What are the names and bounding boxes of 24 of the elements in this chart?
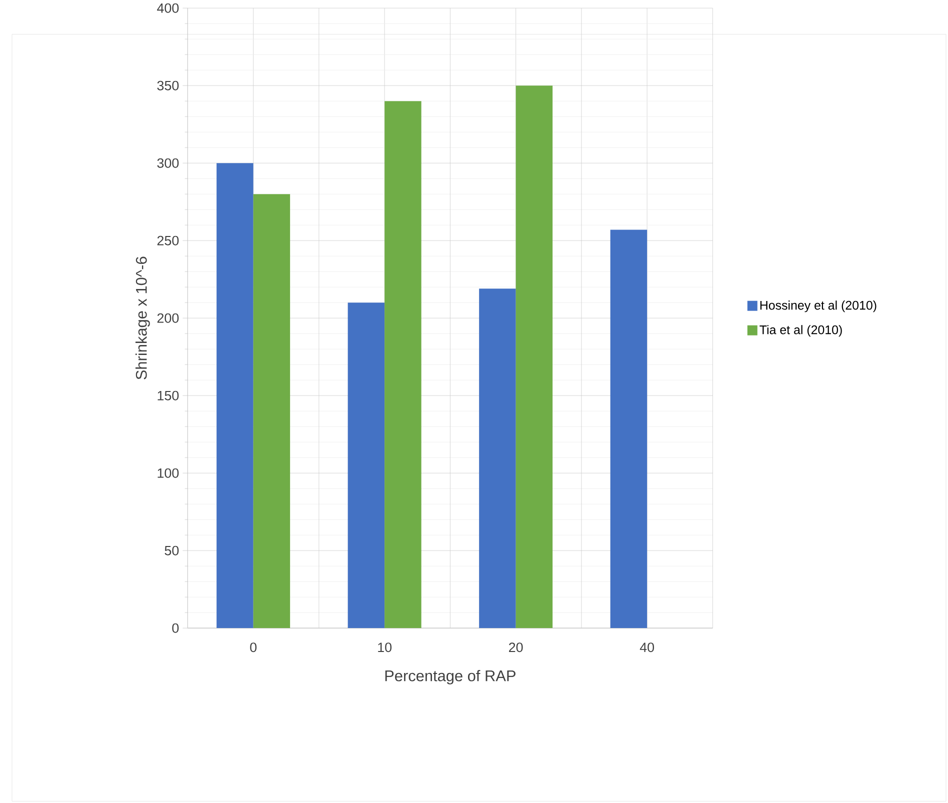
bar [384, 100, 422, 628]
bar [253, 194, 290, 628]
bar [348, 302, 385, 628]
bar [216, 162, 254, 628]
x-tick-label: 40 [640, 642, 654, 652]
legend-label: Tia et al (2010) [760, 324, 842, 337]
legend-label: Hossiney et al (2010) [760, 300, 876, 312]
x-tick-label: 0 [250, 642, 257, 652]
y-tick-label: 250 [157, 236, 179, 246]
y-tick-label: 350 [157, 80, 179, 90]
x-tick-label: 20 [509, 642, 523, 652]
bar [516, 85, 553, 628]
bar [479, 288, 516, 628]
y-tick-label: 100 [158, 468, 179, 478]
y-axis-title: Shrinkage x 10^-6 [136, 256, 150, 380]
y-tick-label: 400 [157, 3, 179, 13]
x-tick-label: 10 [378, 642, 392, 652]
x-axis-title: Percentage of RAP [385, 670, 516, 684]
y-tick-label: 200 [157, 313, 179, 323]
y-tick-label: 300 [157, 158, 179, 168]
y-tick-label: 50 [164, 546, 179, 556]
bar [610, 230, 648, 628]
y-tick-label: 150 [158, 390, 179, 400]
y-tick-label: 0 [172, 623, 179, 633]
